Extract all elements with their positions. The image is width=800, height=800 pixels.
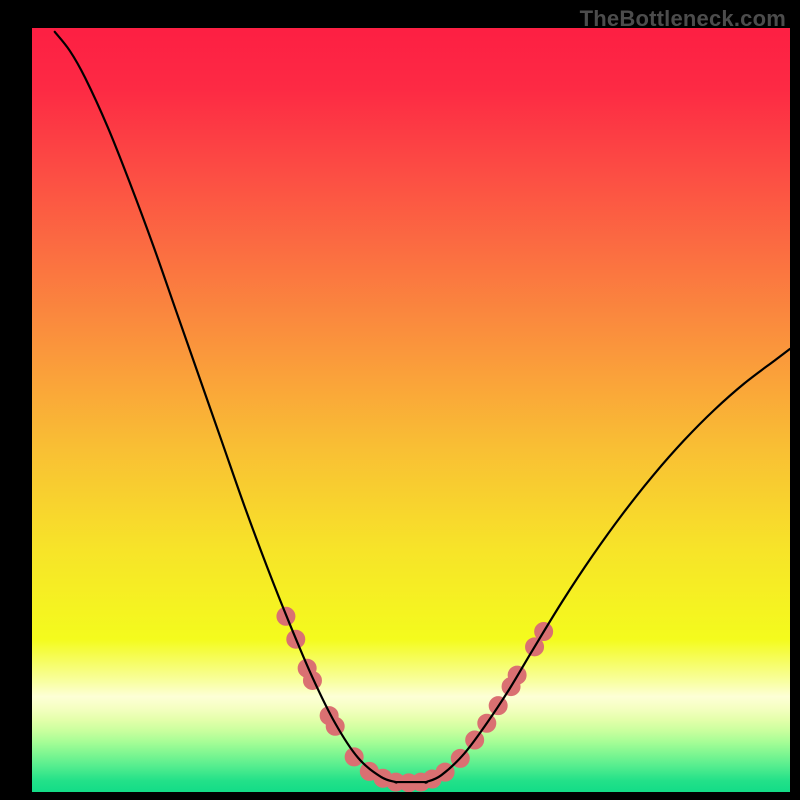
chart-container: TheBottleneck.com xyxy=(0,0,800,800)
data-point xyxy=(303,671,321,689)
data-point xyxy=(345,748,363,766)
watermark-text: TheBottleneck.com xyxy=(580,6,786,32)
plot-background xyxy=(32,28,790,792)
chart-svg xyxy=(0,0,800,800)
